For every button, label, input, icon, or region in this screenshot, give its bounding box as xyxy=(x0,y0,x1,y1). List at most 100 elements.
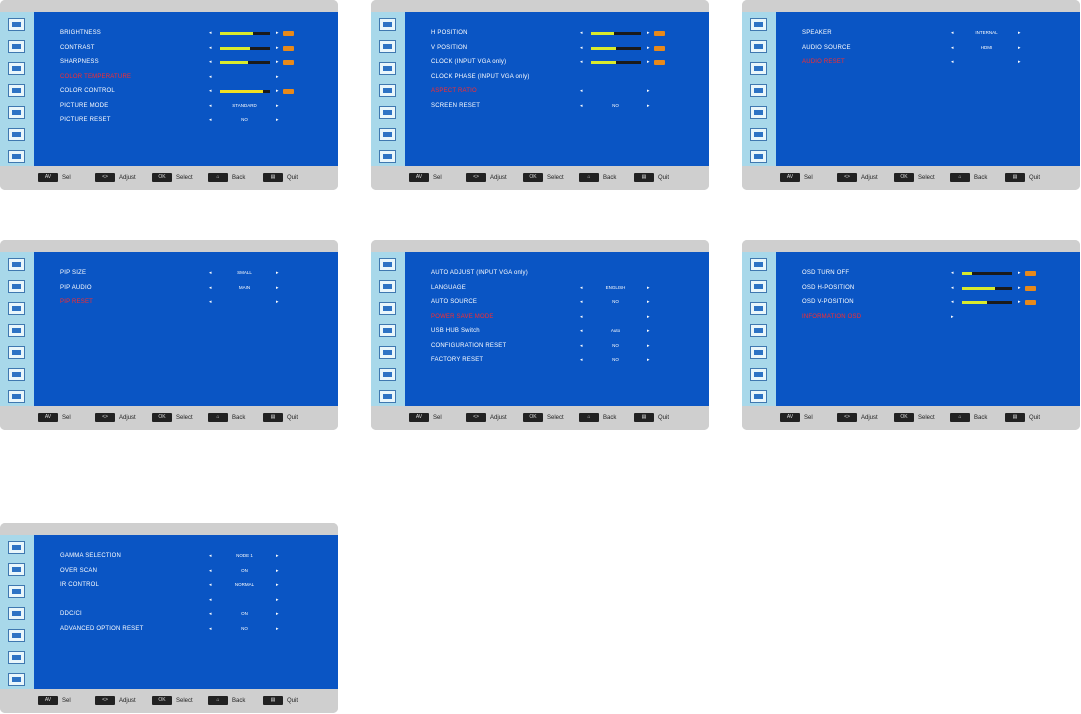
arrow-right-icon[interactable]: ▸ xyxy=(647,88,650,94)
menu-row[interactable]: SPEAKER ◂ INTERNAL ▸ xyxy=(802,27,1080,39)
arrow-right-icon[interactable]: ▸ xyxy=(647,328,650,334)
arrow-left-icon[interactable]: ◂ xyxy=(209,611,212,617)
arrow-right-icon[interactable]: ▸ xyxy=(276,73,279,80)
arrow-right-icon[interactable]: ▸ xyxy=(1018,59,1021,65)
arrow-left-icon[interactable]: ◂ xyxy=(951,299,954,305)
screen-icon[interactable] xyxy=(379,280,396,293)
arrow-left-icon[interactable]: ◂ xyxy=(951,59,954,65)
menu-row[interactable]: CLOCK PHASE (INPUT VGA only) xyxy=(431,71,709,83)
menu-row[interactable]: GAMMA SELECTION ◂ NODE 1 ▸ xyxy=(60,550,338,562)
menu-row[interactable]: DDC/CI ◂ ON ▸ xyxy=(60,608,338,620)
osd-icon[interactable] xyxy=(379,368,396,381)
pip-icon[interactable] xyxy=(750,324,767,337)
arrow-left-icon[interactable]: ◂ xyxy=(580,357,583,363)
arrow-right-icon[interactable]: ▸ xyxy=(1018,30,1021,36)
osd-icon[interactable] xyxy=(8,128,25,141)
screen-icon[interactable] xyxy=(750,40,767,53)
menu-row[interactable]: FACTORY RESET ◂ NO ▸ xyxy=(431,354,709,366)
menu-row[interactable]: ◂ ▸ xyxy=(60,594,338,606)
advanced-icon[interactable] xyxy=(750,150,767,163)
arrow-right-icon[interactable]: ▸ xyxy=(276,117,279,123)
arrow-left-icon[interactable]: ◂ xyxy=(580,284,583,291)
menu-row[interactable]: AUTO ADJUST (INPUT VGA only) xyxy=(431,267,709,279)
arrow-left-icon[interactable]: ◂ xyxy=(209,567,212,574)
arrow-left-icon[interactable]: ◂ xyxy=(209,582,212,588)
arrow-left-icon[interactable]: ◂ xyxy=(951,44,954,51)
menu-row[interactable]: SCREEN RESET ◂ NO ▸ xyxy=(431,100,709,112)
arrow-left-icon[interactable]: ◂ xyxy=(209,553,212,559)
arrow-right-icon[interactable]: ▸ xyxy=(1018,44,1021,51)
menu-row[interactable]: INFORMATION OSD ▸ xyxy=(802,311,1080,323)
arrow-right-icon[interactable]: ▸ xyxy=(647,357,650,363)
arrow-left-icon[interactable]: ◂ xyxy=(209,625,212,632)
audio-icon[interactable] xyxy=(379,302,396,315)
arrow-left-icon[interactable]: ◂ xyxy=(209,30,212,36)
menu-row[interactable]: IR CONTROL ◂ NORMAL ▸ xyxy=(60,579,338,591)
menu-row[interactable]: OSD TURN OFF ◂ ▸ xyxy=(802,267,1080,279)
slider-track[interactable] xyxy=(591,61,641,64)
arrow-right-icon[interactable]: ▸ xyxy=(647,44,650,51)
picture-icon[interactable] xyxy=(8,18,25,31)
arrow-left-icon[interactable]: ◂ xyxy=(580,44,583,51)
arrow-left-icon[interactable]: ◂ xyxy=(209,299,212,305)
menu-row[interactable]: USB HUB Switch ◂ Auto ▸ xyxy=(431,325,709,337)
advanced-icon[interactable] xyxy=(8,150,25,163)
advanced-icon[interactable] xyxy=(8,673,25,686)
arrow-left-icon[interactable]: ◂ xyxy=(209,596,212,603)
pip-icon[interactable] xyxy=(379,324,396,337)
screen-icon[interactable] xyxy=(8,563,25,576)
arrow-left-icon[interactable]: ◂ xyxy=(580,328,583,334)
arrow-right-icon[interactable]: ▸ xyxy=(951,313,954,320)
configuration-icon[interactable] xyxy=(8,346,25,359)
arrow-right-icon[interactable]: ▸ xyxy=(276,299,279,305)
configuration-icon[interactable] xyxy=(8,629,25,642)
arrow-left-icon[interactable]: ◂ xyxy=(209,88,212,94)
arrow-left-icon[interactable]: ◂ xyxy=(580,102,583,109)
screen-icon[interactable] xyxy=(379,40,396,53)
arrow-right-icon[interactable]: ▸ xyxy=(276,596,279,603)
picture-icon[interactable] xyxy=(379,18,396,31)
arrow-left-icon[interactable]: ◂ xyxy=(580,59,583,65)
osd-icon[interactable] xyxy=(750,368,767,381)
screen-icon[interactable] xyxy=(8,280,25,293)
pip-icon[interactable] xyxy=(750,84,767,97)
arrow-left-icon[interactable]: ◂ xyxy=(951,30,954,36)
slider-track[interactable] xyxy=(591,46,641,50)
arrow-right-icon[interactable]: ▸ xyxy=(647,284,650,291)
configuration-icon[interactable] xyxy=(750,346,767,359)
picture-icon[interactable] xyxy=(8,541,25,554)
audio-icon[interactable] xyxy=(8,62,25,75)
arrow-left-icon[interactable]: ◂ xyxy=(209,44,212,51)
arrow-right-icon[interactable]: ▸ xyxy=(647,30,650,36)
menu-row[interactable]: POWER SAVE MODE ◂ ▸ xyxy=(431,311,709,323)
arrow-left-icon[interactable]: ◂ xyxy=(209,59,212,65)
slider-track[interactable] xyxy=(591,32,641,35)
screen-icon[interactable] xyxy=(750,280,767,293)
menu-row[interactable]: PICTURE MODE ◂ STANDARD ▸ xyxy=(60,100,338,112)
advanced-icon[interactable] xyxy=(8,390,25,403)
configuration-icon[interactable] xyxy=(8,106,25,119)
pip-icon[interactable] xyxy=(8,324,25,337)
menu-row[interactable]: OVER SCAN ◂ ON ▸ xyxy=(60,565,338,577)
slider-track[interactable] xyxy=(962,272,1012,275)
arrow-left-icon[interactable]: ◂ xyxy=(580,313,583,320)
arrow-right-icon[interactable]: ▸ xyxy=(1018,299,1021,305)
arrow-left-icon[interactable]: ◂ xyxy=(209,102,212,109)
arrow-right-icon[interactable]: ▸ xyxy=(276,102,279,109)
arrow-right-icon[interactable]: ▸ xyxy=(1018,270,1021,276)
menu-row[interactable]: AUDIO SOURCE ◂ HDMI ▸ xyxy=(802,42,1080,54)
advanced-icon[interactable] xyxy=(379,390,396,403)
menu-row[interactable]: V POSITION ◂ ▸ xyxy=(431,42,709,54)
picture-icon[interactable] xyxy=(750,258,767,271)
menu-row[interactable]: PIP AUDIO ◂ MAIN ▸ xyxy=(60,282,338,294)
picture-icon[interactable] xyxy=(8,258,25,271)
arrow-right-icon[interactable]: ▸ xyxy=(276,88,279,94)
osd-icon[interactable] xyxy=(750,128,767,141)
arrow-right-icon[interactable]: ▸ xyxy=(276,625,279,632)
arrow-right-icon[interactable]: ▸ xyxy=(647,59,650,65)
menu-row[interactable]: PICTURE RESET ◂ NO ▸ xyxy=(60,114,338,126)
arrow-right-icon[interactable]: ▸ xyxy=(276,270,279,276)
advanced-icon[interactable] xyxy=(750,390,767,403)
picture-icon[interactable] xyxy=(379,258,396,271)
screen-icon[interactable] xyxy=(8,40,25,53)
